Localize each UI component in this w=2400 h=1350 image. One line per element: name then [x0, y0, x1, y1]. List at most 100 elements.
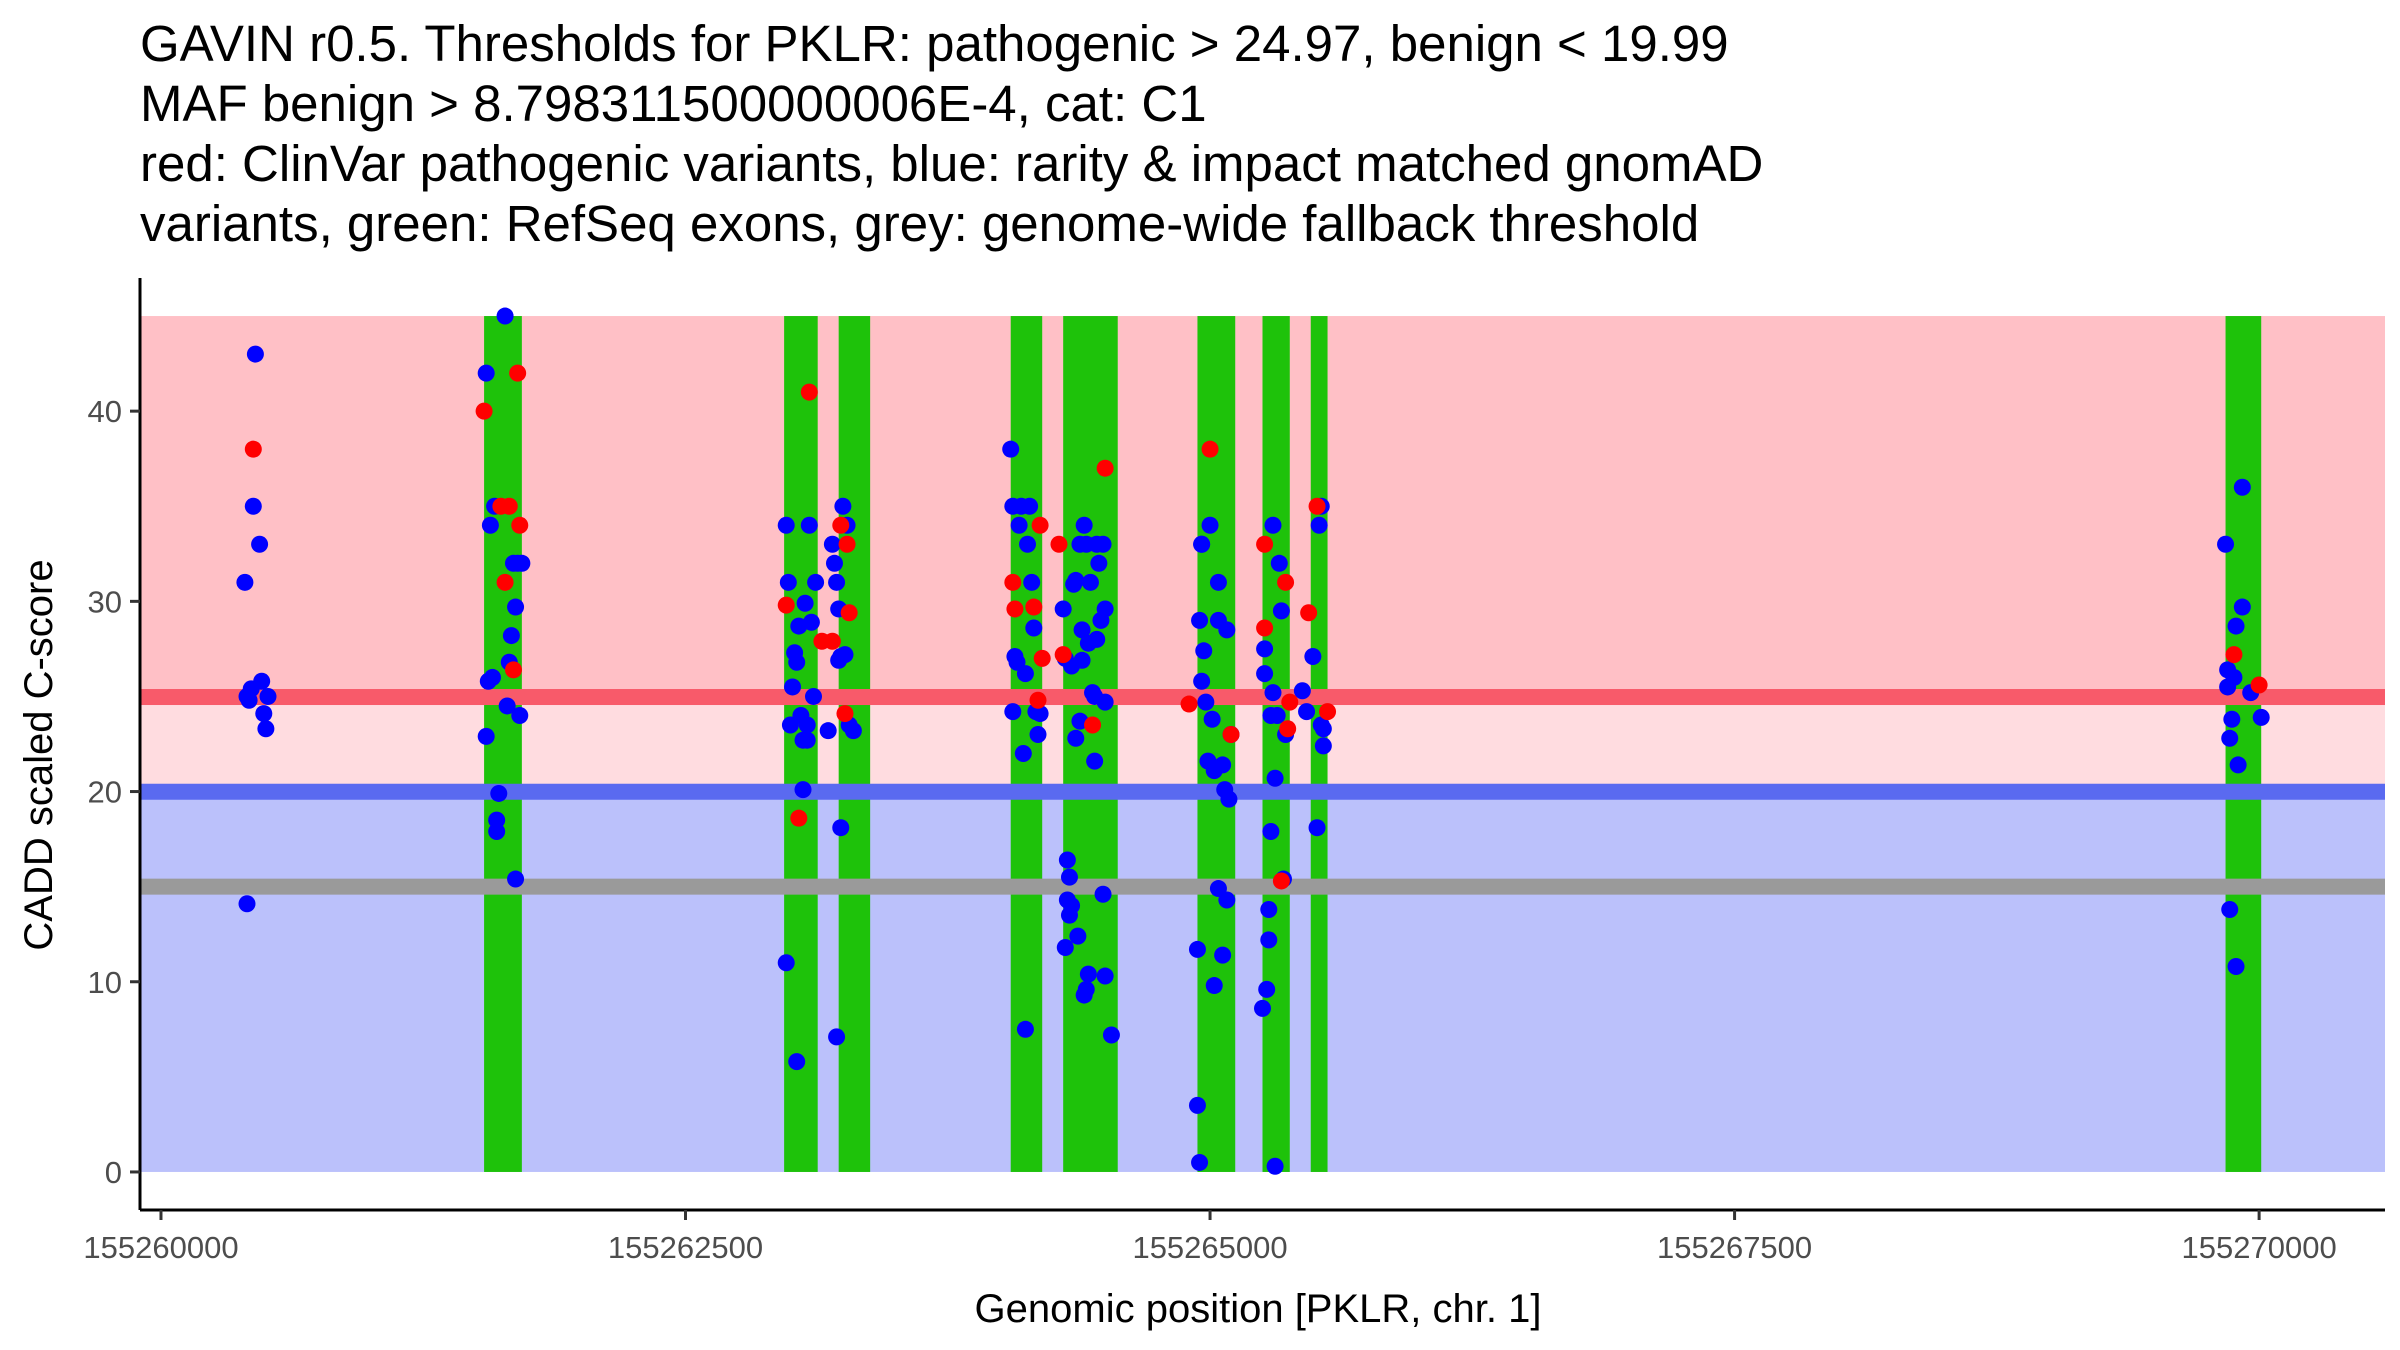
exon-bars	[484, 316, 2262, 1172]
gnomad-point	[511, 706, 529, 724]
gnomad-point	[1256, 640, 1274, 658]
x-axis-label: Genomic position [PKLR, chr. 1]	[975, 1287, 1542, 1331]
gnomad-point	[844, 722, 862, 740]
gnomad-point	[1214, 756, 1232, 774]
clinvar-point	[244, 440, 262, 458]
clinvar-point	[1201, 440, 1219, 458]
gnomad-point	[1312, 716, 1330, 734]
gnomad-point	[1272, 602, 1290, 620]
gnomad-point	[1054, 600, 1072, 618]
gnomad-point	[1088, 630, 1106, 648]
gnomad-point	[496, 307, 514, 325]
gnomad-point	[481, 516, 499, 534]
gnomad-point	[255, 705, 273, 723]
clinvar-point	[836, 705, 854, 723]
gnomad-point	[1203, 710, 1221, 728]
gnomad-point	[477, 727, 495, 745]
gnomad-point	[802, 613, 820, 631]
gnomad-point	[259, 687, 277, 705]
gnomad-point	[1029, 725, 1047, 743]
clinvar-point	[496, 573, 514, 591]
clinvar-point	[2250, 676, 2268, 694]
gnomad-point	[794, 781, 812, 799]
gnomad-point	[244, 497, 262, 515]
gnomad-point	[1310, 516, 1328, 534]
clinvar-point	[1084, 716, 1102, 734]
gnomad-point	[823, 535, 841, 553]
title-line-1: GAVIN r0.5. Thresholds for PKLR: pathoge…	[140, 15, 1729, 72]
gnomad-point	[1016, 1020, 1034, 1038]
y-tick-label: 10	[88, 965, 122, 1000]
clinvar-point	[1308, 497, 1326, 515]
gnomad-point	[2221, 729, 2239, 747]
gnomad-point	[1086, 752, 1104, 770]
gnomad-point	[1193, 535, 1211, 553]
gnomad-point	[788, 1053, 806, 1071]
title-line-2: MAF benign > 8.798311500000006E-4, cat: …	[140, 75, 1207, 132]
gnomad-point	[1073, 651, 1091, 669]
gnomad-point	[777, 516, 795, 534]
gnomad-point	[1205, 977, 1223, 995]
gnomad-point	[1060, 868, 1078, 886]
gnomad-point	[828, 1028, 846, 1046]
gnomad-point	[2225, 668, 2243, 686]
data-points	[236, 307, 2270, 1175]
gnomad-point	[1073, 621, 1091, 639]
gnomad-point	[2217, 535, 2235, 553]
gnomad-point	[238, 895, 256, 913]
gnomad-point	[1056, 939, 1074, 957]
gnomad-point	[1260, 900, 1278, 918]
clinvar-point	[1004, 573, 1022, 591]
gnomad-point	[2233, 598, 2251, 616]
chart-title: GAVIN r0.5. Thresholds for PKLR: pathoge…	[140, 14, 1763, 254]
x-tick-label: 155260000	[83, 1230, 238, 1265]
gnomad-point	[1014, 745, 1032, 763]
gnomad-point	[1262, 822, 1280, 840]
clinvar-point	[800, 383, 818, 401]
gnomad-point	[1077, 980, 1095, 998]
axes: 0 10 20 30 40 155260000 155262500 155265000 1552…	[83, 278, 2385, 1265]
gnomad-point	[784, 678, 802, 696]
gnomad-point	[1195, 642, 1213, 660]
gnomad-point	[507, 598, 525, 616]
pathogenic-threshold-line	[140, 689, 2385, 706]
clinvar-point	[1300, 604, 1318, 622]
clinvar-point	[840, 604, 858, 622]
gnomad-point	[246, 345, 264, 363]
gnomad-point	[798, 716, 816, 734]
clinvar-point	[832, 516, 850, 534]
clinvar-point	[1031, 516, 1049, 534]
gnomad-point	[825, 554, 843, 572]
gnomad-point	[828, 573, 846, 591]
gnomad-point	[1069, 927, 1087, 945]
gnomad-point	[2233, 478, 2251, 496]
gnomad-point	[251, 535, 269, 553]
gnomad-point	[1266, 1157, 1284, 1175]
gnomad-point	[2227, 958, 2245, 976]
gnomad-point	[502, 627, 520, 645]
gnomad-point	[796, 594, 814, 612]
gnomad-point	[236, 573, 254, 591]
gnomad-point	[1191, 1153, 1209, 1171]
gnomad-point	[1081, 573, 1099, 591]
gnomad-point	[257, 720, 275, 738]
gnomad-point	[834, 497, 852, 515]
gnomad-point	[1016, 665, 1034, 683]
title-line-3: red: ClinVar pathogenic variants, blue: …	[140, 135, 1764, 192]
gnomad-point	[1220, 790, 1238, 808]
clinvar-point	[504, 661, 522, 679]
clinvar-point	[1281, 693, 1299, 711]
clinvar-point	[1256, 619, 1274, 637]
gnomad-point	[1019, 535, 1037, 553]
clinvar-point	[1029, 691, 1047, 709]
gnomad-point	[1096, 967, 1114, 985]
gnomad-point	[788, 653, 806, 671]
clinvar-point	[1006, 600, 1024, 618]
gnomad-point	[1094, 535, 1112, 553]
exon-bar	[1197, 316, 1236, 1172]
gnomad-point	[1025, 619, 1043, 637]
gnomad-point	[1071, 535, 1089, 553]
gnomad-point	[1260, 931, 1278, 949]
gnomad-point	[1079, 965, 1097, 983]
